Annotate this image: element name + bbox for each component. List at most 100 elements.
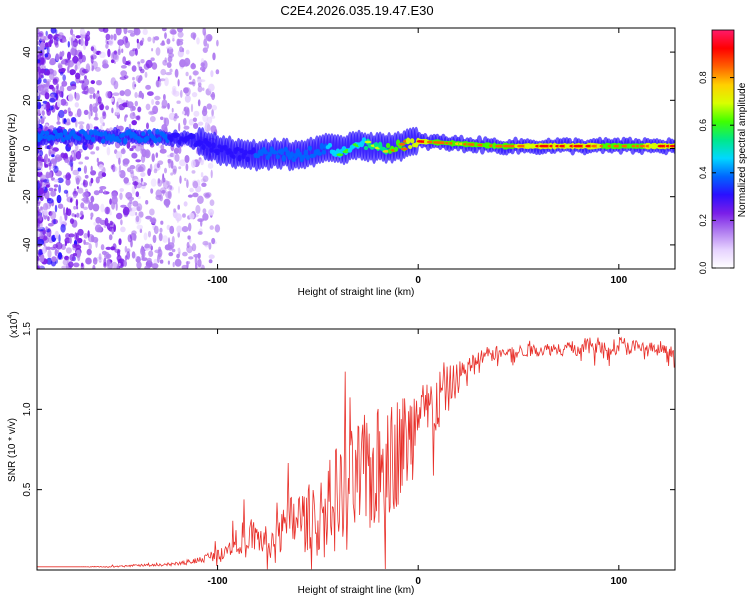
noise-speckle (110, 59, 115, 64)
noise-speckle (52, 78, 58, 85)
noise-speckle (93, 116, 99, 121)
noise-speckle (46, 257, 53, 265)
noise-speckle (179, 59, 186, 68)
noise-speckle (62, 220, 67, 225)
noise-speckle (53, 179, 59, 183)
noise-speckle (134, 100, 138, 107)
noise-speckle (155, 152, 159, 158)
noise-speckle (131, 230, 137, 236)
noise-speckle (150, 188, 154, 194)
noise-speckle (164, 32, 167, 39)
noise-speckle (46, 79, 52, 83)
noise-speckle (44, 53, 49, 58)
noise-speckle (208, 208, 215, 216)
noise-speckle (51, 153, 55, 158)
noise-speckle (77, 121, 85, 125)
ridge-core (363, 145, 369, 151)
noise-speckle (203, 38, 208, 47)
ridge-core (157, 136, 162, 143)
noise-speckle (50, 28, 57, 34)
x-tick-label: 0 (415, 576, 421, 587)
noise-speckle (132, 81, 136, 90)
noise-speckle (92, 106, 98, 113)
noise-speckle (183, 125, 190, 130)
ridge-core (58, 132, 64, 138)
noise-speckle (131, 152, 138, 159)
noise-speckle (114, 50, 117, 55)
noise-speckle (191, 243, 197, 252)
ridge-core (155, 128, 160, 135)
noise-speckle (150, 178, 157, 187)
noise-speckle (172, 262, 175, 268)
noise-speckle (60, 98, 67, 106)
noise-speckle (85, 257, 92, 265)
noise-speckle (55, 53, 60, 62)
noise-speckle (99, 116, 104, 124)
noise-speckle (119, 90, 125, 96)
noise-speckle (151, 48, 154, 52)
noise-speckle (53, 38, 59, 46)
noise-speckle (140, 59, 145, 64)
noise-speckle (145, 59, 153, 69)
noise-speckle (202, 175, 209, 183)
noise-speckle (105, 33, 111, 41)
noise-speckle (210, 70, 214, 78)
noise-speckle (191, 92, 198, 98)
noise-speckle (155, 47, 161, 56)
noise-speckle (81, 31, 87, 36)
noise-speckle (121, 102, 129, 108)
colorbar-tick-label: 0.6 (698, 119, 708, 132)
noise-speckle (59, 215, 63, 225)
noise-speckle (112, 163, 116, 173)
noise-speckle (88, 201, 94, 211)
noise-speckle (105, 246, 112, 250)
noise-speckle (172, 34, 175, 41)
ridge-core (275, 154, 280, 160)
noise-speckle (129, 147, 134, 152)
ridge-core (40, 130, 46, 135)
noise-speckle (72, 55, 79, 64)
noise-speckle (90, 55, 94, 64)
snr-ticks: -100 0 100 0.5 1.0 1.5 (22, 322, 675, 587)
noise-speckle (67, 41, 71, 48)
noise-speckle (124, 245, 128, 253)
noise-speckle (90, 165, 93, 172)
noise-speckle (89, 103, 93, 112)
noise-speckle (183, 106, 190, 113)
noise-speckle (37, 160, 43, 170)
noise-speckle (98, 253, 102, 261)
noise-speckle (58, 109, 65, 119)
noise-speckle (58, 32, 64, 37)
noise-speckle (178, 146, 182, 154)
noise-speckle (78, 161, 84, 165)
noise-speckle (90, 151, 96, 155)
noise-speckle (145, 215, 153, 220)
noise-speckle (90, 177, 94, 184)
noise-speckle (56, 156, 63, 161)
noise-speckle (140, 144, 144, 152)
noise-speckle (204, 193, 211, 199)
noise-speckle (49, 149, 53, 155)
noise-speckle (70, 28, 74, 36)
noise-speckle (160, 68, 167, 76)
noise-speckle (90, 80, 96, 85)
noise-speckle (141, 181, 145, 185)
noise-speckle (102, 191, 110, 195)
noise-speckle (182, 213, 186, 218)
ridge-core (175, 132, 180, 138)
noise-speckle (189, 187, 194, 193)
noise-speckle (62, 259, 69, 266)
noise-speckle (169, 185, 173, 190)
noise-speckle (141, 37, 145, 43)
y-tick-label: 1.0 (22, 402, 33, 416)
noise-speckle (83, 165, 87, 174)
noise-speckle (160, 116, 164, 121)
noise-speckle (96, 227, 102, 233)
noise-speckle (62, 74, 66, 82)
noise-speckle (99, 219, 107, 225)
noise-speckle (172, 165, 177, 173)
noise-speckle (82, 78, 90, 87)
noise-speckle (45, 226, 48, 232)
noise-speckle (140, 247, 145, 256)
noise-speckle (56, 98, 62, 108)
